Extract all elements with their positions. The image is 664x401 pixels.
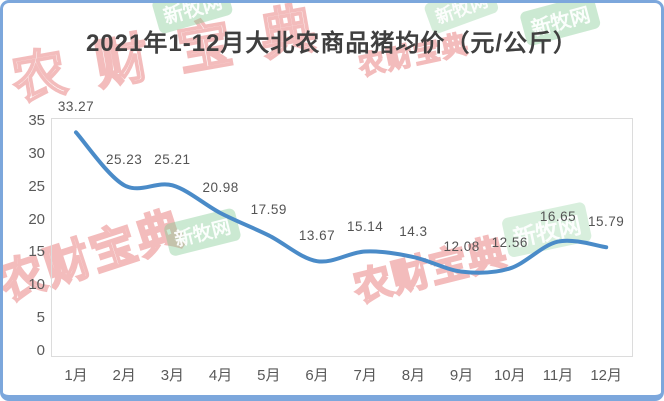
- price-line: [74, 130, 609, 275]
- plot-area: [51, 118, 633, 357]
- chart-title: 2021年1-12月大北农商品猪均价（元/公斤）: [85, 30, 579, 57]
- price-line-chart: [74, 130, 609, 275]
